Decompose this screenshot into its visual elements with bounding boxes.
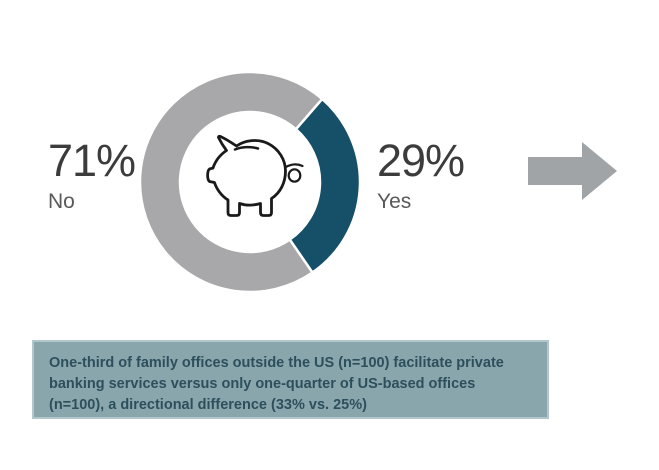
donut-chart: [140, 72, 360, 292]
piggy-tail-line: [283, 163, 304, 169]
right-arrow-icon: [528, 142, 617, 200]
no-category-label: No: [48, 190, 75, 214]
piggy-coin-slot: [233, 145, 260, 151]
callout-line: (n=100), a directional difference (33% v…: [49, 397, 367, 414]
piggy-tail-loop: [287, 168, 302, 183]
piggy-bank-icon: [206, 134, 304, 217]
no-percentage: 71%: [48, 135, 136, 186]
label-no: 71% No: [48, 135, 136, 214]
yes-category-label: Yes: [377, 190, 412, 214]
right-arrow-shape: [528, 142, 617, 200]
callout-box: One-third of family offices outside the …: [32, 340, 549, 419]
callout-line: banking services versus only one-quarter…: [49, 376, 476, 393]
yes-percentage: 29%: [377, 135, 465, 186]
piggy-body-outline: [206, 134, 287, 217]
label-yes: 29% Yes: [377, 135, 465, 214]
donut-slice-no: [140, 72, 324, 292]
callout-line: One-third of family offices outside the …: [49, 355, 504, 371]
